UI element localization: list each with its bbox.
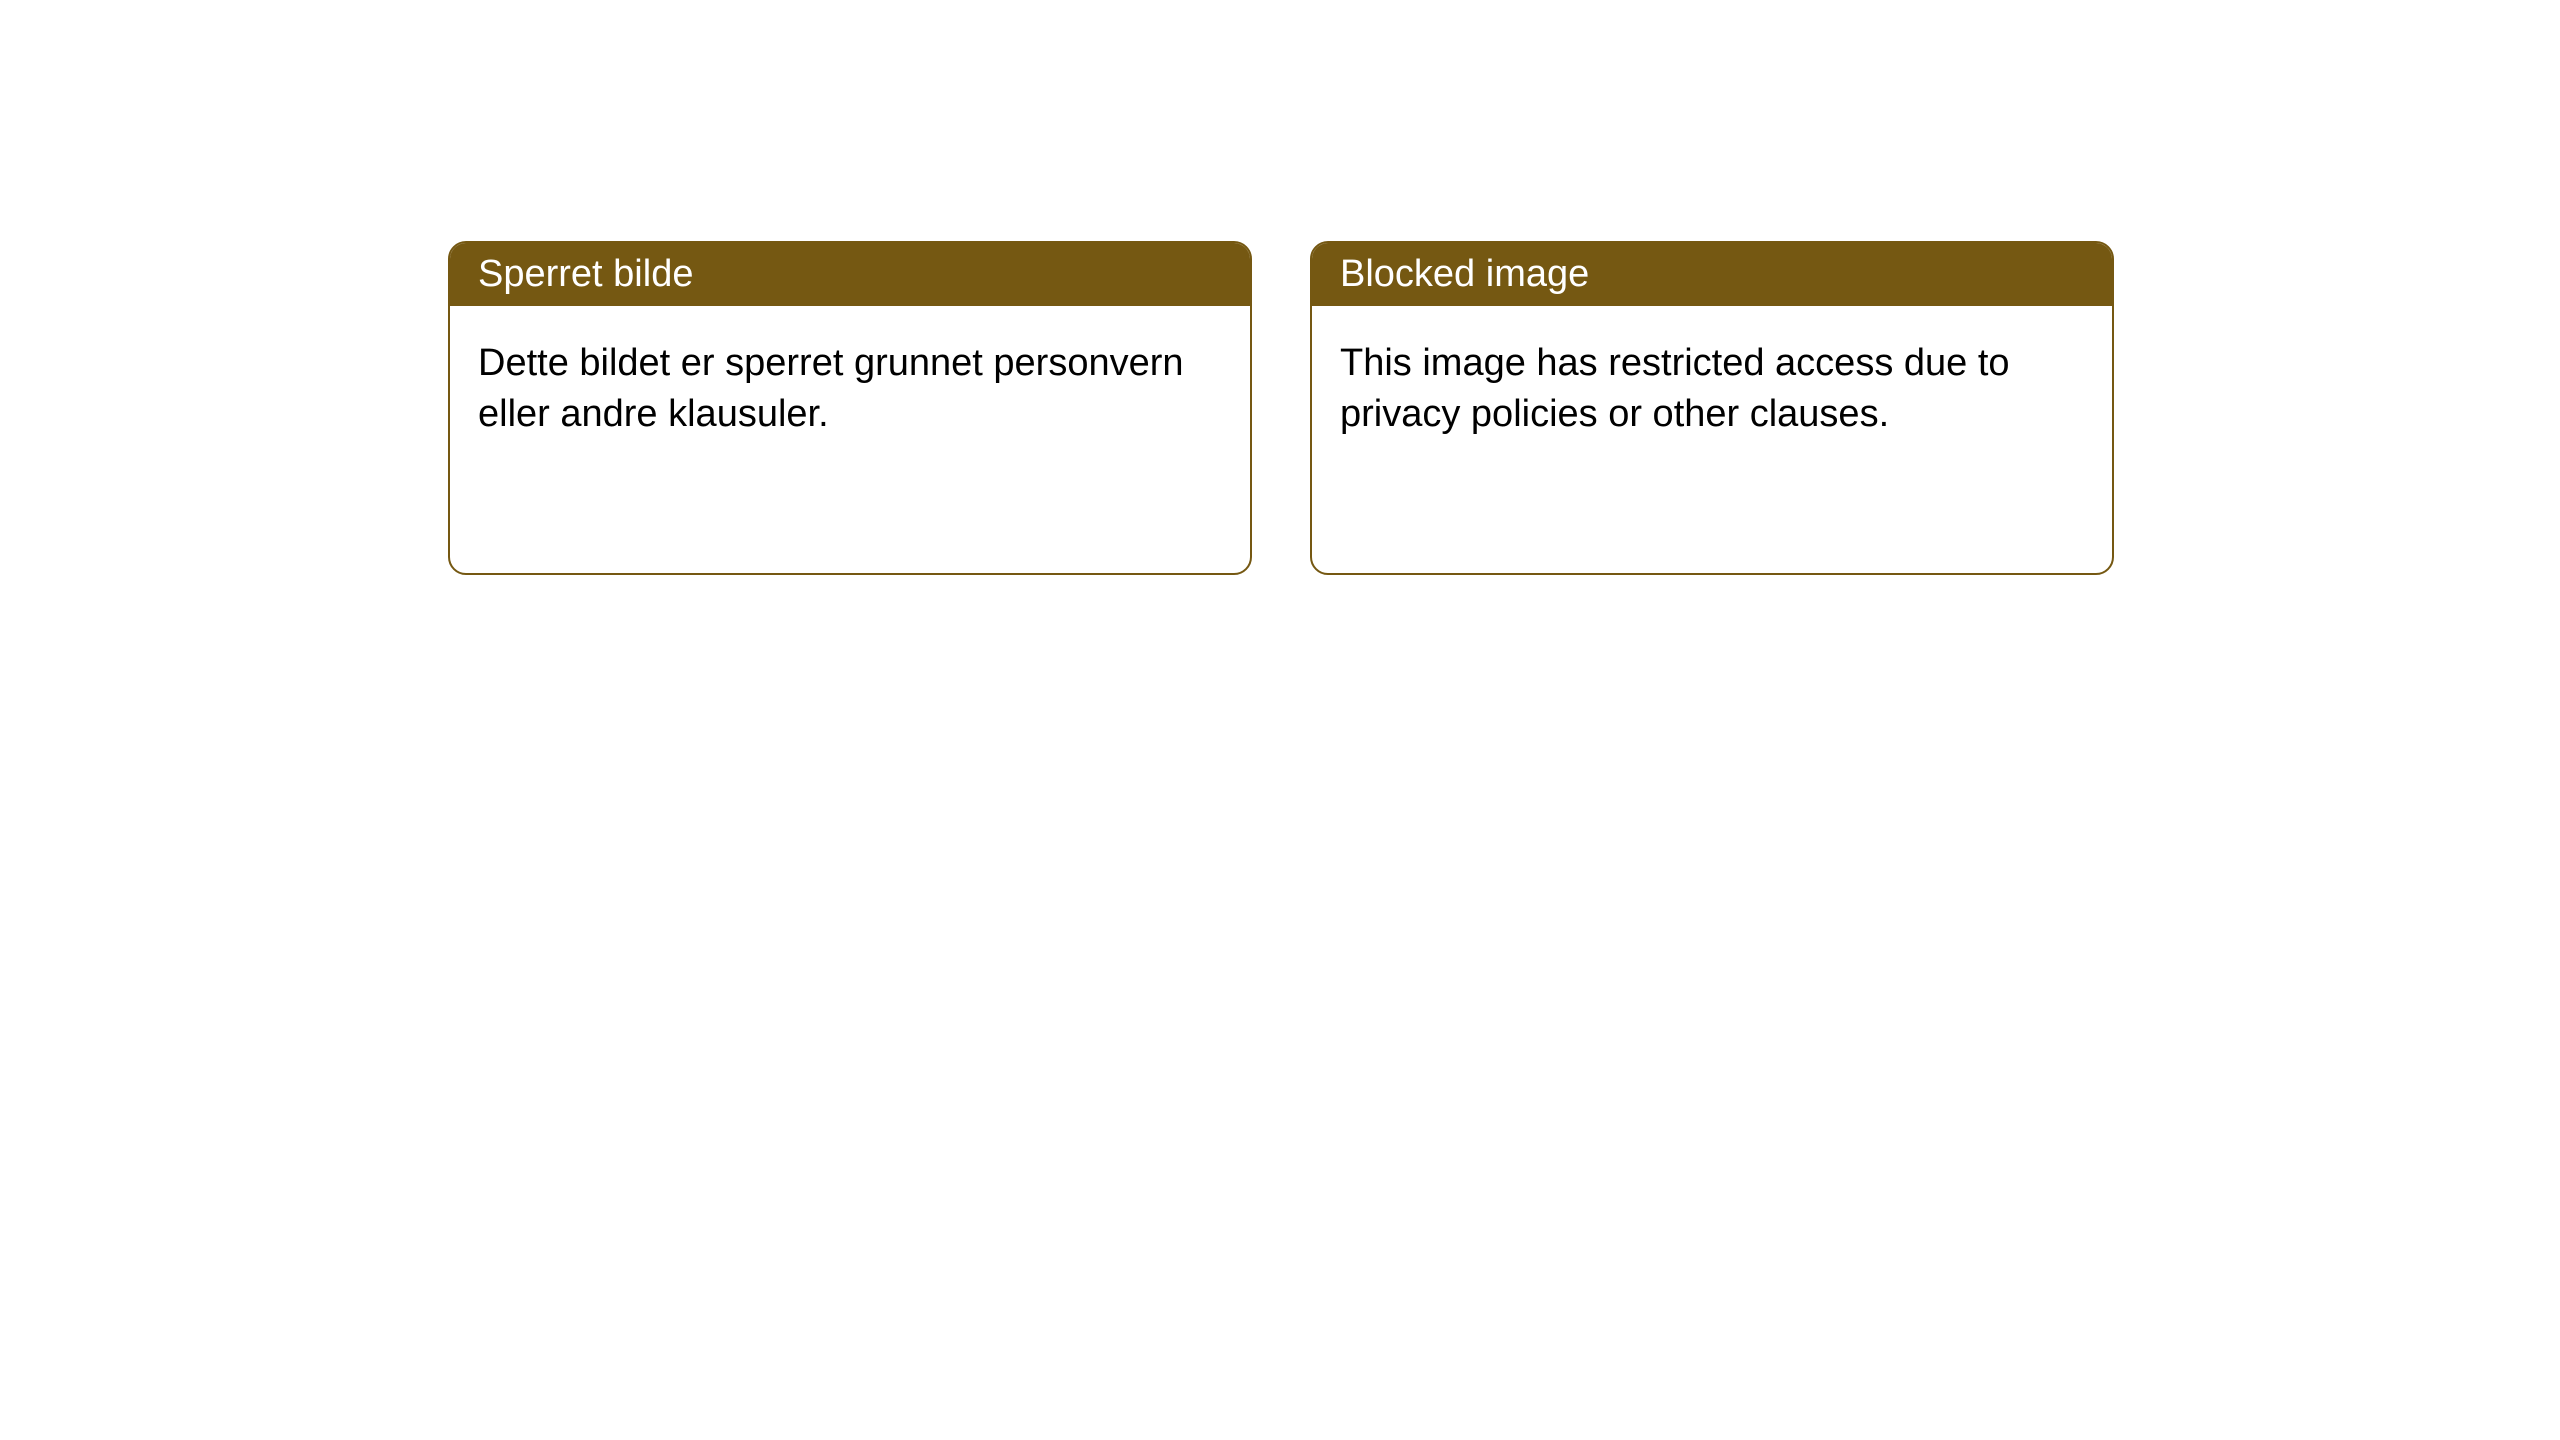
notice-card-en: Blocked image This image has restricted … — [1310, 241, 2114, 575]
notice-body-en: This image has restricted access due to … — [1312, 306, 2112, 573]
notice-body-no: Dette bildet er sperret grunnet personve… — [450, 306, 1250, 573]
notice-header-en: Blocked image — [1312, 243, 2112, 306]
notice-row: Sperret bilde Dette bildet er sperret gr… — [448, 241, 2114, 575]
notice-header-no: Sperret bilde — [450, 243, 1250, 306]
notice-card-no: Sperret bilde Dette bildet er sperret gr… — [448, 241, 1252, 575]
